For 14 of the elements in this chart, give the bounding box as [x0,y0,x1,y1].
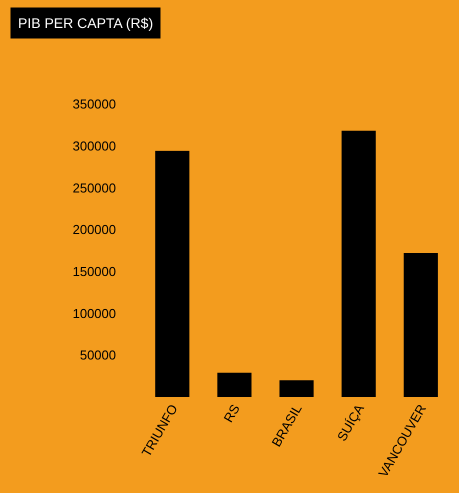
y-tick-label: 200000 [72,222,116,238]
y-tick-label: 350000 [72,96,116,112]
y-tick-label: 150000 [72,264,116,279]
y-tick-label: 50000 [80,348,116,363]
bar [342,130,376,397]
y-tick-label: 300000 [72,138,116,154]
x-tick-label: RS [220,401,243,425]
y-tick-label: 100000 [72,306,116,321]
bar [155,150,190,397]
bar [217,372,252,397]
y-tick-label: 250000 [72,180,116,196]
bar [279,380,314,397]
chart-title: PIB PER CAPTA (R$) [18,15,154,31]
bar [404,253,438,397]
